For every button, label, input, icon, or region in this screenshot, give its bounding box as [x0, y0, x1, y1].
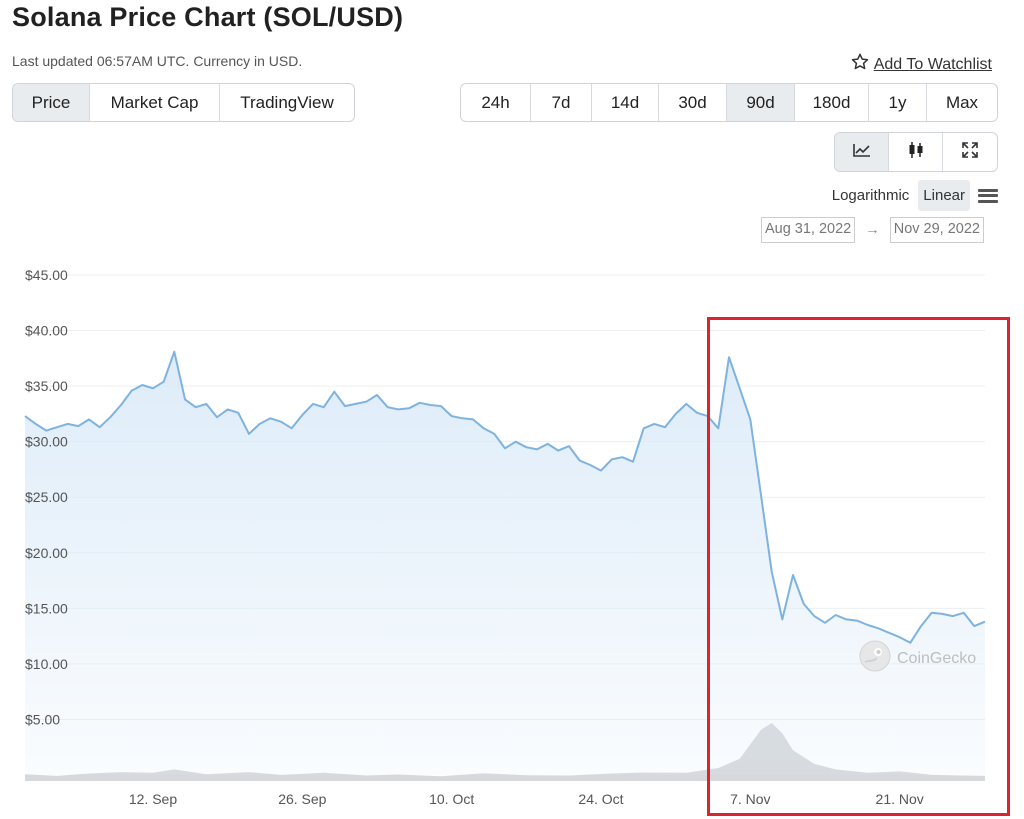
range-14d[interactable]: 14d — [592, 84, 659, 121]
line-chart-icon — [852, 142, 871, 162]
y-tick-label: $20.00 — [25, 545, 68, 561]
star-icon — [850, 52, 870, 77]
view-tabs: Price Market Cap TradingView — [12, 83, 355, 122]
candlestick-icon — [908, 141, 924, 164]
y-tick-label: $30.00 — [25, 434, 68, 450]
y-tick-label: $40.00 — [25, 323, 68, 339]
date-arrow: → — [865, 222, 880, 238]
tab-market-cap[interactable]: Market Cap — [90, 84, 220, 121]
chart-type-tabs — [834, 132, 998, 172]
linear-option[interactable]: Linear — [918, 180, 970, 211]
range-90d[interactable]: 90d — [727, 84, 795, 121]
watermark-label: CoinGecko — [897, 649, 977, 667]
x-tick-label: 12. Sep — [129, 791, 177, 807]
y-tick-label: $45.00 — [25, 267, 68, 283]
date-range: Aug 31, 2022 → Nov 29, 2022 — [760, 217, 984, 243]
range-180d[interactable]: 180d — [795, 84, 869, 121]
range-7d[interactable]: 7d — [531, 84, 592, 121]
y-tick-label: $35.00 — [25, 378, 68, 394]
y-tick-label: $25.00 — [25, 489, 68, 505]
tab-price[interactable]: Price — [13, 84, 90, 121]
date-from-input[interactable]: Aug 31, 2022 — [760, 217, 856, 243]
range-30d[interactable]: 30d — [659, 84, 727, 121]
add-to-watchlist-link[interactable]: Add To Watchlist — [850, 52, 992, 77]
price-area-fill — [25, 351, 985, 775]
y-tick-label: $15.00 — [25, 600, 68, 616]
coingecko-watermark: CoinGecko — [859, 640, 976, 677]
y-tick-label: $5.00 — [25, 711, 60, 727]
menu-icon[interactable] — [978, 187, 998, 205]
range-24h[interactable]: 24h — [461, 84, 531, 121]
fullscreen-button[interactable] — [943, 133, 997, 171]
page-title: Solana Price Chart (SOL/USD) — [12, 2, 404, 32]
watchlist-label: Add To Watchlist — [873, 55, 992, 73]
range-max[interactable]: Max — [945, 92, 979, 112]
tab-tradingview[interactable]: TradingView — [240, 92, 334, 112]
range-1y[interactable]: 1y — [869, 84, 927, 121]
date-to-input[interactable]: Nov 29, 2022 — [889, 217, 984, 243]
x-tick-label: 26. Sep — [278, 791, 326, 807]
y-tick-label: $10.00 — [25, 656, 68, 672]
logarithmic-option[interactable]: Logarithmic — [831, 187, 910, 204]
last-updated-text: Last updated 06:57AM UTC. Currency in US… — [12, 53, 303, 69]
x-tick-label: 7. Nov — [730, 791, 770, 807]
x-tick-label: 24. Oct — [578, 791, 623, 807]
x-tick-label: 10. Oct — [429, 791, 474, 807]
coingecko-logo-icon — [859, 640, 891, 677]
scale-selector: Logarithmic Linear — [823, 180, 998, 211]
x-tick-label: 21. Nov — [876, 791, 924, 807]
range-tabs: 24h 7d 14d 30d 90d 180d 1y Max — [460, 83, 998, 122]
fullscreen-icon — [962, 141, 978, 163]
line-chart-button[interactable] — [835, 133, 889, 171]
candlestick-button[interactable] — [889, 133, 943, 171]
